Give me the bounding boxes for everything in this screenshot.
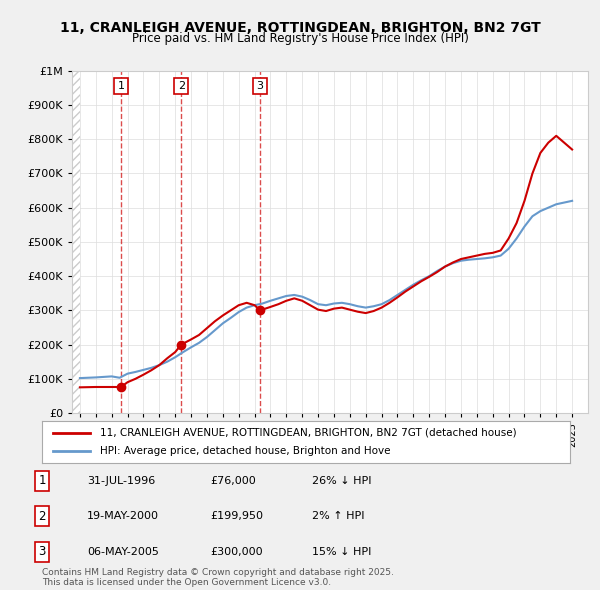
Text: 19-MAY-2000: 19-MAY-2000 — [87, 512, 159, 521]
Text: 11, CRANLEIGH AVENUE, ROTTINGDEAN, BRIGHTON, BN2 7GT (detached house): 11, CRANLEIGH AVENUE, ROTTINGDEAN, BRIGH… — [100, 428, 517, 438]
Text: 15% ↓ HPI: 15% ↓ HPI — [312, 547, 371, 556]
Text: 2: 2 — [178, 81, 185, 91]
Text: £300,000: £300,000 — [210, 547, 263, 556]
Text: Price paid vs. HM Land Registry's House Price Index (HPI): Price paid vs. HM Land Registry's House … — [131, 32, 469, 45]
Text: 31-JUL-1996: 31-JUL-1996 — [87, 476, 155, 486]
Text: 2% ↑ HPI: 2% ↑ HPI — [312, 512, 365, 521]
Text: Contains HM Land Registry data © Crown copyright and database right 2025.
This d: Contains HM Land Registry data © Crown c… — [42, 568, 394, 587]
Text: 11, CRANLEIGH AVENUE, ROTTINGDEAN, BRIGHTON, BN2 7GT: 11, CRANLEIGH AVENUE, ROTTINGDEAN, BRIGH… — [59, 21, 541, 35]
Text: 26% ↓ HPI: 26% ↓ HPI — [312, 476, 371, 486]
Text: £199,950: £199,950 — [210, 512, 263, 521]
Text: £76,000: £76,000 — [210, 476, 256, 486]
Text: 1: 1 — [38, 474, 46, 487]
Text: 3: 3 — [38, 545, 46, 558]
Text: HPI: Average price, detached house, Brighton and Hove: HPI: Average price, detached house, Brig… — [100, 446, 391, 456]
Text: 2: 2 — [38, 510, 46, 523]
Text: 06-MAY-2005: 06-MAY-2005 — [87, 547, 159, 556]
Text: 1: 1 — [118, 81, 124, 91]
Text: 3: 3 — [257, 81, 263, 91]
